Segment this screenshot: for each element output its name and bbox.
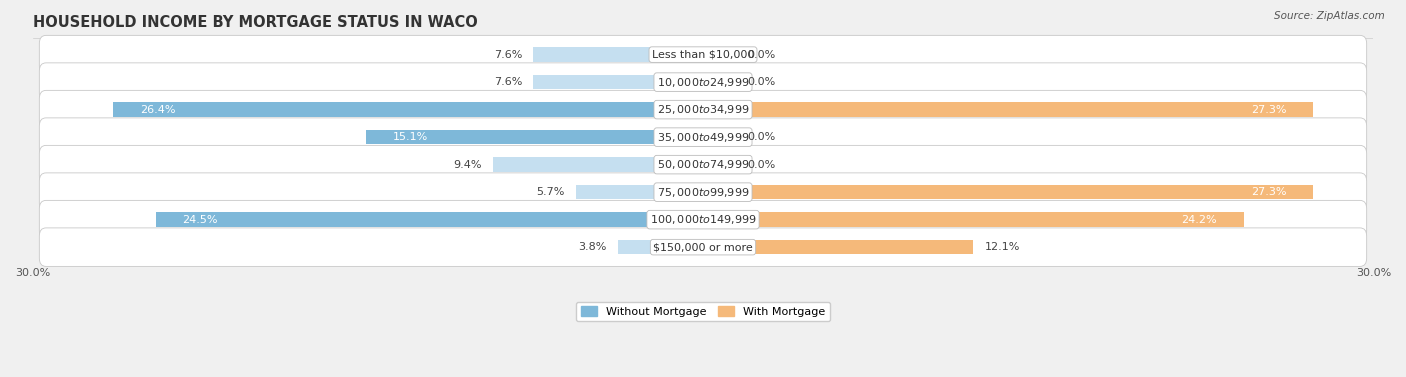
FancyBboxPatch shape [39, 35, 1367, 74]
Text: 0.0%: 0.0% [748, 50, 776, 60]
FancyBboxPatch shape [39, 118, 1367, 156]
Text: 9.4%: 9.4% [453, 159, 482, 170]
Text: 7.6%: 7.6% [494, 50, 522, 60]
Bar [619, 240, 703, 254]
FancyBboxPatch shape [39, 90, 1367, 129]
Text: $35,000 to $49,999: $35,000 to $49,999 [657, 130, 749, 144]
Bar [703, 130, 737, 144]
Bar [703, 48, 737, 62]
Text: 0.0%: 0.0% [748, 77, 776, 87]
Text: $10,000 to $24,999: $10,000 to $24,999 [657, 76, 749, 89]
Text: $50,000 to $74,999: $50,000 to $74,999 [657, 158, 749, 171]
Text: Less than $10,000: Less than $10,000 [652, 50, 754, 60]
FancyBboxPatch shape [39, 63, 1367, 101]
FancyBboxPatch shape [39, 146, 1367, 184]
FancyBboxPatch shape [39, 201, 1367, 239]
Text: 5.7%: 5.7% [536, 187, 564, 197]
Text: $25,000 to $34,999: $25,000 to $34,999 [657, 103, 749, 116]
Text: 15.1%: 15.1% [392, 132, 427, 142]
Text: $150,000 or more: $150,000 or more [654, 242, 752, 252]
Legend: Without Mortgage, With Mortgage: Without Mortgage, With Mortgage [576, 302, 830, 321]
Text: $100,000 to $149,999: $100,000 to $149,999 [650, 213, 756, 226]
Bar [575, 185, 703, 199]
Text: 24.2%: 24.2% [1181, 215, 1218, 225]
Bar [703, 240, 973, 254]
Text: 24.5%: 24.5% [183, 215, 218, 225]
Text: 27.3%: 27.3% [1251, 187, 1286, 197]
Bar [156, 213, 703, 227]
Bar [703, 158, 737, 172]
Bar [703, 103, 1313, 117]
Bar [112, 103, 703, 117]
Text: 0.0%: 0.0% [748, 132, 776, 142]
Text: 0.0%: 0.0% [748, 159, 776, 170]
Text: 7.6%: 7.6% [494, 77, 522, 87]
Bar [703, 185, 1313, 199]
Bar [703, 213, 1244, 227]
Bar [366, 130, 703, 144]
Text: Source: ZipAtlas.com: Source: ZipAtlas.com [1274, 11, 1385, 21]
FancyBboxPatch shape [39, 228, 1367, 267]
Text: 27.3%: 27.3% [1251, 105, 1286, 115]
FancyBboxPatch shape [39, 173, 1367, 211]
Text: HOUSEHOLD INCOME BY MORTGAGE STATUS IN WACO: HOUSEHOLD INCOME BY MORTGAGE STATUS IN W… [32, 15, 478, 30]
Bar [494, 158, 703, 172]
Text: 12.1%: 12.1% [984, 242, 1019, 252]
Bar [703, 75, 737, 89]
Text: $75,000 to $99,999: $75,000 to $99,999 [657, 185, 749, 199]
Bar [533, 48, 703, 62]
Text: 26.4%: 26.4% [139, 105, 176, 115]
Bar [533, 75, 703, 89]
Text: 3.8%: 3.8% [578, 242, 607, 252]
